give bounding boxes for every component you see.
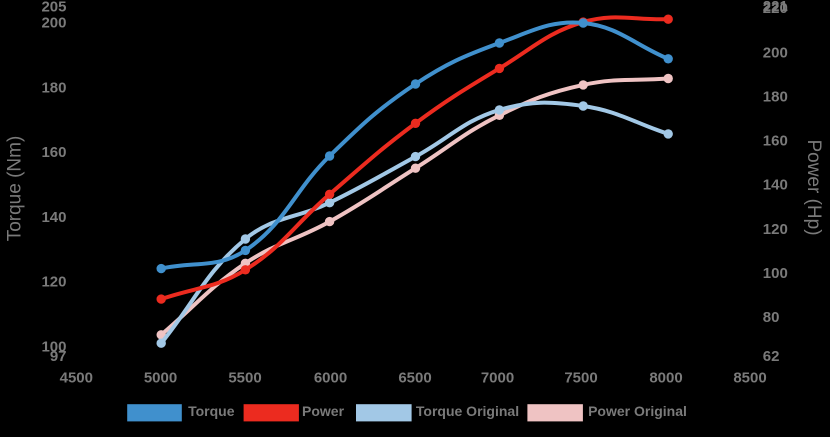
svg-text:7000: 7000 — [481, 370, 514, 387]
svg-text:7500: 7500 — [564, 370, 597, 387]
svg-text:140: 140 — [763, 177, 788, 194]
svg-text:100: 100 — [763, 265, 788, 282]
svg-text:8000: 8000 — [649, 370, 682, 387]
svg-text:6000: 6000 — [314, 370, 347, 387]
svg-text:Power Original: Power Original — [588, 403, 687, 419]
svg-text:180: 180 — [763, 88, 788, 105]
svg-text:80: 80 — [763, 309, 780, 326]
svg-text:120: 120 — [763, 221, 788, 238]
svg-text:200: 200 — [41, 15, 66, 32]
svg-text:Torque: Torque — [188, 403, 235, 419]
svg-text:100: 100 — [41, 339, 66, 356]
svg-text:97: 97 — [50, 348, 67, 365]
svg-text:200: 200 — [763, 44, 788, 61]
svg-text:62: 62 — [763, 348, 780, 365]
svg-text:140: 140 — [41, 209, 66, 226]
svg-text:5000: 5000 — [144, 370, 177, 387]
svg-text:220: 220 — [763, 0, 788, 17]
svg-text:Power: Power — [302, 403, 345, 419]
svg-text:5500: 5500 — [228, 370, 261, 387]
svg-text:6500: 6500 — [398, 370, 431, 387]
svg-text:221: 221 — [763, 0, 788, 15]
svg-text:8500: 8500 — [733, 370, 766, 387]
svg-text:180: 180 — [41, 79, 66, 96]
svg-text:Power (Hp): Power (Hp) — [803, 139, 824, 235]
svg-text:160: 160 — [41, 144, 66, 161]
svg-text:Torque Original: Torque Original — [416, 403, 519, 419]
svg-text:205: 205 — [41, 0, 66, 15]
svg-text:120: 120 — [41, 274, 66, 291]
svg-text:Torque (Nm): Torque (Nm) — [5, 136, 26, 242]
svg-text:4500: 4500 — [60, 370, 93, 387]
svg-text:160: 160 — [763, 133, 788, 150]
